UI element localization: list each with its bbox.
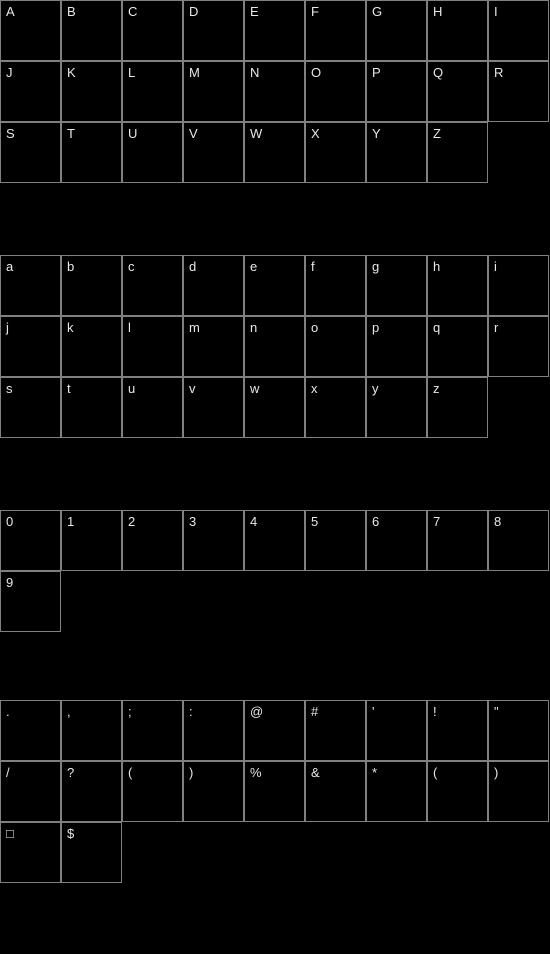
glyph-cell: y (366, 377, 427, 438)
glyph-cell: k (61, 316, 122, 377)
glyph-cell: # (305, 700, 366, 761)
glyph-cell: C (122, 0, 183, 61)
glyph-cell: / (0, 761, 61, 822)
glyph-cell: H (427, 0, 488, 61)
glyph-cell: a (0, 255, 61, 316)
glyph-cell: U (122, 122, 183, 183)
glyph-cell: , (61, 700, 122, 761)
glyph-cell: F (305, 0, 366, 61)
glyph-cell: I (488, 0, 549, 61)
glyph-cell: R (488, 61, 549, 122)
glyph-cell: J (0, 61, 61, 122)
glyph-cell: v (183, 377, 244, 438)
glyph-cell: 8 (488, 510, 549, 571)
glyph-cell: p (366, 316, 427, 377)
glyph-cell: d (183, 255, 244, 316)
glyph-cell: O (305, 61, 366, 122)
glyph-cell: m (183, 316, 244, 377)
glyph-cell: X (305, 122, 366, 183)
glyph-cell: V (183, 122, 244, 183)
glyph-cell: N (244, 61, 305, 122)
glyph-cell: 4 (244, 510, 305, 571)
glyph-cell: 5 (305, 510, 366, 571)
glyph-cell: @ (244, 700, 305, 761)
glyph-cell: ? (61, 761, 122, 822)
glyph-cell: 9 (0, 571, 61, 632)
glyph-cell: $ (61, 822, 122, 883)
glyph-cell: l (122, 316, 183, 377)
glyph-cell: w (244, 377, 305, 438)
glyph-cell: o (305, 316, 366, 377)
glyph-cell: * (366, 761, 427, 822)
glyph-cell: E (244, 0, 305, 61)
glyph-cell: " (488, 700, 549, 761)
glyph-cell: q (427, 316, 488, 377)
glyph-cell: □ (0, 822, 61, 883)
glyph-cell: K (61, 61, 122, 122)
glyph-cell: D (183, 0, 244, 61)
glyph-cell: c (122, 255, 183, 316)
glyph-cell: & (305, 761, 366, 822)
glyph-cell: i (488, 255, 549, 316)
glyph-cell: ( (122, 761, 183, 822)
glyph-cell: j (0, 316, 61, 377)
glyph-cell: ; (122, 700, 183, 761)
glyph-cell: 1 (61, 510, 122, 571)
glyph-cell: A (0, 0, 61, 61)
glyph-cell: z (427, 377, 488, 438)
glyph-cell: x (305, 377, 366, 438)
glyph-cell: t (61, 377, 122, 438)
glyph-cell: L (122, 61, 183, 122)
glyph-cell: ( (427, 761, 488, 822)
glyph-cell: ) (183, 761, 244, 822)
glyph-cell: . (0, 700, 61, 761)
glyph-cell: G (366, 0, 427, 61)
glyph-cell: % (244, 761, 305, 822)
glyph-cell: : (183, 700, 244, 761)
glyph-cell: ! (427, 700, 488, 761)
glyph-cell: 6 (366, 510, 427, 571)
glyph-cell: s (0, 377, 61, 438)
glyph-cell: b (61, 255, 122, 316)
glyph-cell: T (61, 122, 122, 183)
glyph-cell: S (0, 122, 61, 183)
glyph-cell: P (366, 61, 427, 122)
glyph-cell: Y (366, 122, 427, 183)
glyph-cell: ) (488, 761, 549, 822)
glyph-cell: M (183, 61, 244, 122)
glyph-cell: g (366, 255, 427, 316)
glyph-cell: W (244, 122, 305, 183)
glyph-cell: 2 (122, 510, 183, 571)
glyph-cell: 7 (427, 510, 488, 571)
glyph-cell: B (61, 0, 122, 61)
glyph-cell: Z (427, 122, 488, 183)
glyph-cell: f (305, 255, 366, 316)
glyph-cell: e (244, 255, 305, 316)
glyph-cell: ' (366, 700, 427, 761)
glyph-cell: h (427, 255, 488, 316)
glyph-cell: r (488, 316, 549, 377)
glyph-cell: 0 (0, 510, 61, 571)
glyph-cell: u (122, 377, 183, 438)
glyph-cell: 3 (183, 510, 244, 571)
glyph-cell: Q (427, 61, 488, 122)
glyph-cell: n (244, 316, 305, 377)
